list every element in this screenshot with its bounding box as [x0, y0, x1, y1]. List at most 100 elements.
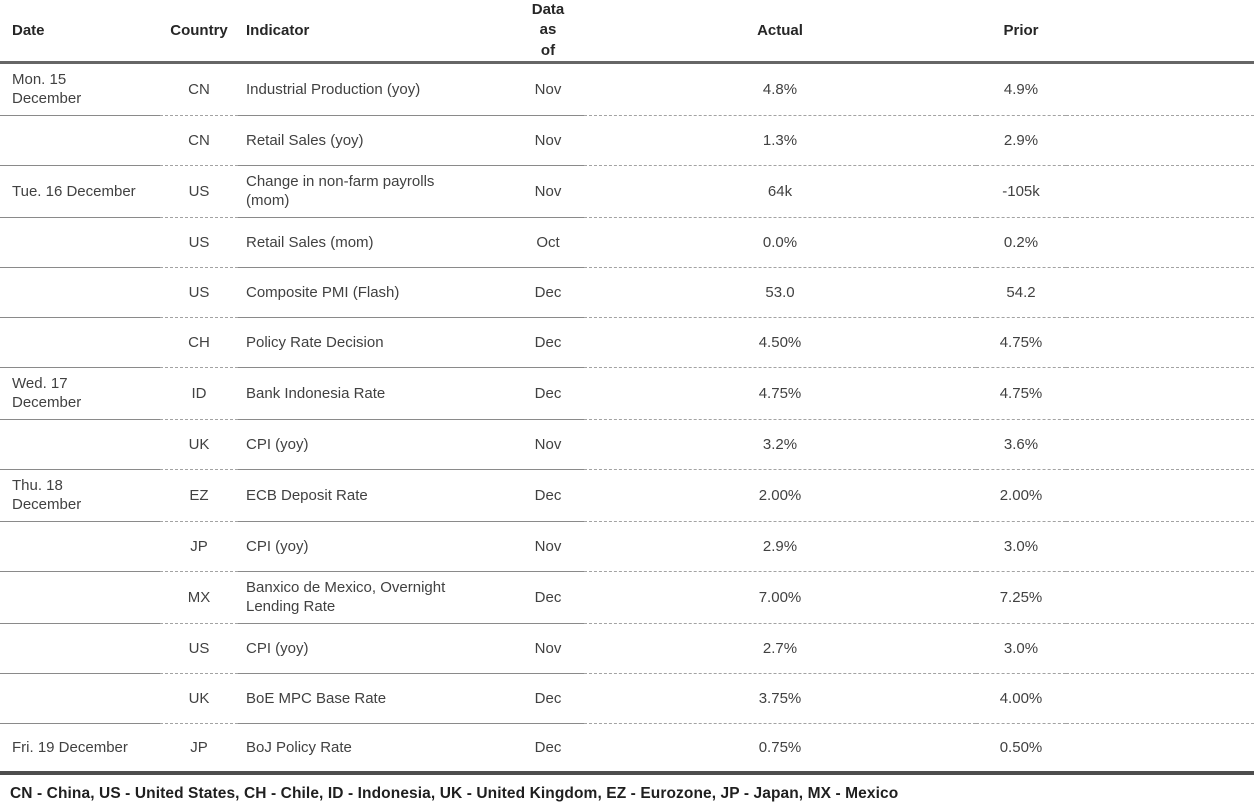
table-row: US CPI (yoy) Nov 2.7% 3.0%	[0, 623, 1254, 674]
filler-cell	[1066, 521, 1254, 572]
table-row: Thu. 18 December EZ ECB Deposit Rate Dec…	[0, 469, 1254, 522]
data-as-of-cell: Nov	[512, 165, 584, 218]
filler-cell	[1066, 623, 1254, 674]
country-cell: US	[160, 623, 238, 674]
country-cell: CN	[160, 62, 238, 116]
indicator-label: Change in non-farm payrolls (mom)	[246, 172, 435, 210]
column-header-date: Date	[0, 0, 160, 64]
table-row: JP CPI (yoy) Nov 2.9% 3.0%	[0, 521, 1254, 572]
prior-cell: 3.6%	[976, 419, 1066, 470]
filler-cell	[1066, 571, 1254, 624]
prior-cell: 2.00%	[976, 469, 1066, 522]
indicator-label: Policy Rate Decision	[246, 333, 384, 351]
actual-cell: 3.2%	[584, 419, 976, 470]
data-as-of-cell: Dec	[512, 673, 584, 724]
filler-cell	[1066, 217, 1254, 268]
date-cell	[0, 419, 160, 470]
data-as-of-cell: Dec	[512, 723, 584, 776]
indicator-label: Retail Sales (mom)	[246, 233, 374, 251]
date-cell	[0, 267, 160, 318]
prior-cell: 4.75%	[976, 317, 1066, 368]
actual-cell: 3.75%	[584, 673, 976, 724]
date-cell	[0, 623, 160, 674]
economic-calendar-table: Date Country Indicator Data as of Actual…	[0, 0, 1254, 776]
column-header-prior: Prior	[976, 0, 1066, 64]
indicator-label: Composite PMI (Flash)	[246, 283, 400, 301]
filler-cell	[1066, 419, 1254, 470]
country-code-legend: CN - China, US - United States, CH - Chi…	[10, 785, 899, 803]
table-row: CH Policy Rate Decision Dec 4.50% 4.75%	[0, 317, 1254, 368]
table-row: Tue. 16 December US Change in non-farm p…	[0, 165, 1254, 218]
indicator-label: CPI (yoy)	[246, 639, 309, 657]
actual-cell: 2.7%	[584, 623, 976, 674]
indicator-cell: Banxico de Mexico, Overnight Lending Rat…	[238, 571, 512, 624]
indicator-cell: CPI (yoy)	[238, 623, 512, 674]
prior-cell: 3.0%	[976, 521, 1066, 572]
indicator-cell: ECB Deposit Rate	[238, 469, 512, 522]
indicator-cell: Retail Sales (yoy)	[238, 115, 512, 166]
date-cell: Tue. 16 December	[0, 165, 160, 218]
country-cell: JP	[160, 723, 238, 776]
filler-cell	[1066, 317, 1254, 368]
country-cell: MX	[160, 571, 238, 624]
filler-cell	[1066, 673, 1254, 724]
indicator-cell: CPI (yoy)	[238, 419, 512, 470]
table-row: UK BoE MPC Base Rate Dec 3.75% 4.00%	[0, 673, 1254, 724]
country-cell: ID	[160, 367, 238, 420]
country-cell: CH	[160, 317, 238, 368]
date-cell	[0, 317, 160, 368]
data-as-of-cell: Dec	[512, 571, 584, 624]
date-cell	[0, 217, 160, 268]
date-cell	[0, 673, 160, 724]
prior-cell: 0.50%	[976, 723, 1066, 776]
data-as-of-cell: Oct	[512, 217, 584, 268]
actual-cell: 7.00%	[584, 571, 976, 624]
prior-cell: 0.2%	[976, 217, 1066, 268]
actual-cell: 64k	[584, 165, 976, 218]
country-cell: JP	[160, 521, 238, 572]
country-cell: US	[160, 267, 238, 318]
indicator-cell: Industrial Production (yoy)	[238, 62, 512, 116]
indicator-label: BoE MPC Base Rate	[246, 689, 387, 707]
indicator-cell: Retail Sales (mom)	[238, 217, 512, 268]
date-cell: Wed. 17 December	[0, 367, 160, 420]
indicator-label: Banxico de Mexico, Overnight Lending Rat…	[246, 578, 446, 616]
indicator-label: Retail Sales (yoy)	[246, 131, 364, 149]
date-cell	[0, 115, 160, 166]
filler-cell	[1066, 723, 1254, 776]
actual-cell: 2.00%	[584, 469, 976, 522]
table-row: Mon. 15 December CN Industrial Productio…	[0, 62, 1254, 116]
indicator-cell: BoE MPC Base Rate	[238, 673, 512, 724]
indicator-cell: BoJ Policy Rate	[238, 723, 512, 776]
country-cell: UK	[160, 673, 238, 724]
country-cell: UK	[160, 419, 238, 470]
indicator-cell: Composite PMI (Flash)	[238, 267, 512, 318]
prior-cell: 7.25%	[976, 571, 1066, 624]
date-cell: Thu. 18 December	[0, 469, 160, 522]
data-as-of-cell: Nov	[512, 419, 584, 470]
data-as-of-cell: Dec	[512, 317, 584, 368]
prior-cell: 3.0%	[976, 623, 1066, 674]
country-cell: US	[160, 165, 238, 218]
column-header-indicator: Indicator	[238, 0, 512, 64]
table-row: MX Banxico de Mexico, Overnight Lending …	[0, 571, 1254, 624]
date-cell	[0, 571, 160, 624]
indicator-label: Bank Indonesia Rate	[246, 384, 386, 402]
actual-cell: 53.0	[584, 267, 976, 318]
data-as-of-cell: Dec	[512, 267, 584, 318]
data-as-of-cell: Dec	[512, 469, 584, 522]
country-cell: EZ	[160, 469, 238, 522]
header-row: Date Country Indicator Data as of Actual…	[0, 0, 1254, 64]
actual-cell: 1.3%	[584, 115, 976, 166]
table-body: Mon. 15 December CN Industrial Productio…	[0, 62, 1254, 776]
indicator-cell: Bank Indonesia Rate	[238, 367, 512, 420]
actual-cell: 0.75%	[584, 723, 976, 776]
date-cell: Mon. 15 December	[0, 62, 160, 116]
indicator-cell: CPI (yoy)	[238, 521, 512, 572]
filler-cell	[1066, 469, 1254, 522]
table-header: Date Country Indicator Data as of Actual…	[0, 0, 1254, 64]
data-as-of-cell: Dec	[512, 367, 584, 420]
column-header-filler	[1066, 0, 1254, 64]
prior-cell: 2.9%	[976, 115, 1066, 166]
